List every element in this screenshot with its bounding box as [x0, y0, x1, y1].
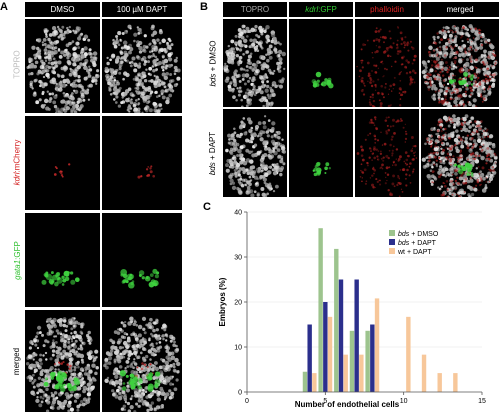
bar-series-2-x8 [374, 298, 380, 392]
bar-series-0-x5 [318, 228, 323, 392]
endothelial-cell-histogram: 0 10 20 30 40 0 5 10 15 Embryos (%) Number of en… [218, 210, 486, 410]
bar-series-2-x4 [312, 373, 317, 392]
legend-label-bds-dmso: bds + DMSO [398, 231, 439, 238]
y-tick-label: 10 [234, 345, 242, 352]
panel-b-dmso-phalloidin-image [355, 19, 419, 107]
bar-series-1-x6 [338, 279, 344, 392]
panel-a-gata1-dmso-image [25, 213, 100, 307]
bar-series-0-x6 [334, 248, 339, 392]
y-tick-label: 40 [234, 210, 242, 217]
panel-a-kdrl-dapt-image [102, 116, 182, 210]
bar-series-2-x7 [359, 354, 364, 392]
chart-xlabel: Number of endothelial cells [295, 400, 400, 409]
bar-series-1-x7 [354, 279, 359, 392]
x-tick-label: 10 [400, 398, 408, 405]
legend-label-bds-dapt: bds + DAPT [398, 240, 437, 247]
panel-b-row-label-dmso: bds + DMSO [208, 39, 218, 87]
panel-a-merged-dmso-image [25, 310, 100, 412]
bar-series-0-x8 [365, 330, 370, 392]
legend-swatch-wt-dapt [389, 248, 395, 254]
panel-a-row-label-topro: TOPRO [12, 49, 22, 79]
panel-a-row-label-merged: merged [12, 347, 22, 375]
bar-series-1-x8 [370, 324, 375, 392]
bar-series-1-x5 [323, 302, 328, 392]
bar-series-2-x5 [327, 316, 333, 392]
panel-b-header-merged: merged [421, 2, 499, 17]
panel-b-header-kdrl-gfp: kdrl:GFP [289, 2, 353, 17]
bar-series-2-x10 [406, 316, 411, 392]
bar-series-2-x11 [421, 354, 427, 392]
panel-a-row-label-gata1: gata1:GFP [12, 240, 22, 280]
panel-b-dmso-topro-image [223, 19, 287, 107]
panel-b-dmso-merged-image [421, 19, 499, 107]
legend-label-wt-dapt: wt + DAPT [397, 249, 432, 256]
x-tick-label: 0 [245, 398, 249, 405]
x-tick-label: 5 [323, 398, 327, 405]
panel-a-header-dmso: DMSO [25, 2, 100, 17]
legend-swatch-bds-dmso [389, 230, 395, 236]
panel-b-row-label-dapt: bds + DAPT [208, 131, 218, 175]
panel-b-dapt-kdrl-image [289, 109, 353, 197]
panel-a-topro-dmso-image [25, 19, 100, 113]
panel-a-header-dapt: 100 µM DAPT [102, 2, 182, 17]
panel-a-merged-dapt-image [102, 310, 182, 412]
bar-series-0-x7 [349, 330, 355, 392]
chart-legend: bds + DMSO bds + DAPT wt + DAPT [389, 230, 439, 256]
panel-b-letter: B [200, 1, 208, 13]
bar-series-1-x4 [307, 324, 312, 392]
bar-series-2-x12 [437, 373, 442, 392]
panel-a-letter: A [0, 1, 8, 13]
panel-b-header-topro: TOPRO [223, 2, 287, 17]
panel-b-dapt-topro-image [223, 109, 287, 197]
x-tick-label: 15 [478, 398, 486, 405]
panel-a-gata1-dapt-image [102, 213, 182, 307]
chart-ylabel: Embryos (%) [218, 277, 227, 326]
bar-series-0-x4 [302, 371, 308, 392]
panel-b-dapt-phalloidin-image [355, 109, 419, 197]
panel-a-kdrl-dmso-image [25, 116, 100, 210]
panel-b-dapt-merged-image [421, 109, 499, 197]
panel-b-header-phalloidin: phalloidin [355, 2, 419, 17]
bar-series-2-x6 [343, 354, 348, 392]
y-tick-label: 0 [238, 390, 242, 397]
panel-a-row-label-kdrl: kdrl:mCherry [12, 139, 22, 185]
y-tick-label: 30 [234, 255, 242, 262]
panel-b-dmso-kdrl-image [289, 19, 353, 107]
y-tick-label: 20 [234, 300, 242, 307]
panel-a-topro-dapt-image [102, 19, 182, 113]
bar-series-2-x13 [453, 373, 458, 392]
legend-swatch-bds-dapt [389, 239, 395, 245]
panel-c: 0 10 20 30 40 0 5 10 15 Embryos (%) Number of en… [200, 200, 500, 413]
panel-c-letter: C [203, 201, 211, 213]
